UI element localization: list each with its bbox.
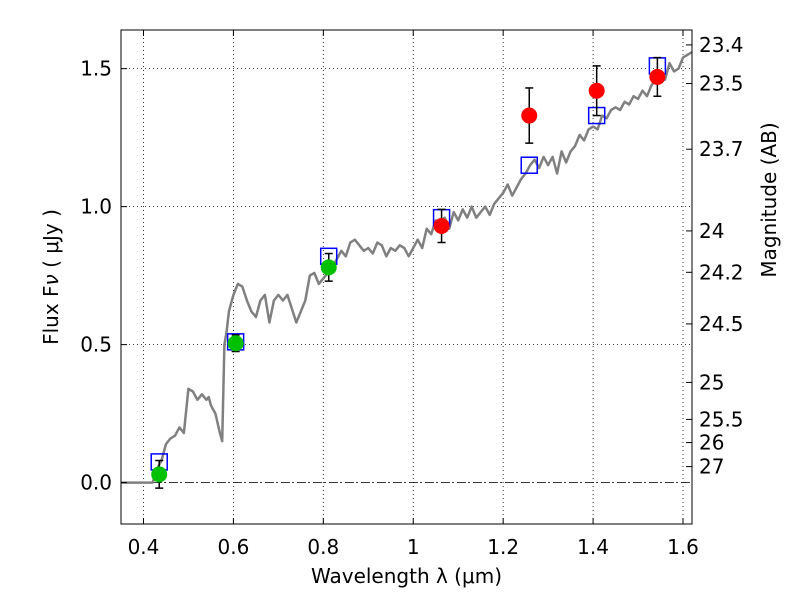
- x-tick-label: 0.6: [217, 535, 249, 559]
- series-optical-detections: [151, 252, 337, 489]
- x-tick-label: 1: [407, 535, 420, 559]
- mag-tick-label: 24.5: [699, 312, 744, 336]
- series: [121, 51, 693, 489]
- data-point: [320, 259, 337, 276]
- y-tick-label: 0.0: [80, 471, 112, 495]
- y-axis-label-left: Flux Fν ( μJy ): [39, 209, 63, 345]
- mag-tick-label: 24: [699, 219, 724, 243]
- y-axis-label-right: Magnitude (AB): [757, 122, 781, 277]
- data-point: [433, 217, 450, 234]
- series-model-spectrum: [121, 51, 693, 484]
- y-tick-label: 1.0: [80, 195, 112, 219]
- mag-tick-label: 23.4: [699, 33, 744, 57]
- mag-tick-label: 25.5: [699, 407, 744, 431]
- y-axis-label-text: Flux F: [39, 285, 63, 344]
- series-near-IR-detections: [433, 56, 666, 244]
- ticks: 0.4 0.6 0.8 1 1.2 1.4 1.6 0.0 0.5 1.0 1.5 23.4 23.5 2…: [80, 30, 744, 559]
- x-axis-label: Wavelength λ (μm): [311, 564, 502, 588]
- mag-tick-label: 26: [699, 431, 724, 455]
- data-point: [588, 82, 605, 99]
- model-square-marker: [520, 156, 538, 174]
- x-tick-label: 1.2: [487, 535, 519, 559]
- data-point: [649, 68, 666, 85]
- y-axis-label-unit: ( μJy ): [39, 209, 63, 274]
- x-tick-label: 1.6: [667, 535, 699, 559]
- x-tick-label: 1.4: [577, 535, 609, 559]
- mag-tick-label: 25: [699, 370, 724, 394]
- y-tick-label: 1.5: [80, 57, 112, 81]
- data-point: [227, 335, 244, 352]
- spectrum-line: [121, 51, 693, 484]
- data-point: [151, 466, 168, 483]
- x-tick-label: 0.8: [307, 535, 339, 559]
- data-point: [521, 107, 538, 124]
- mag-tick-label: 23.5: [699, 72, 744, 96]
- x-tick-label: 0.4: [128, 535, 160, 559]
- mag-tick-label: 27: [699, 455, 724, 479]
- mag-tick-label: 23.7: [699, 137, 744, 161]
- plot-frame: [120, 29, 693, 525]
- y-axis-label-sub: ν: [39, 274, 63, 285]
- mag-tick-label: 24.2: [699, 260, 744, 284]
- y-tick-label: 0.5: [80, 333, 112, 357]
